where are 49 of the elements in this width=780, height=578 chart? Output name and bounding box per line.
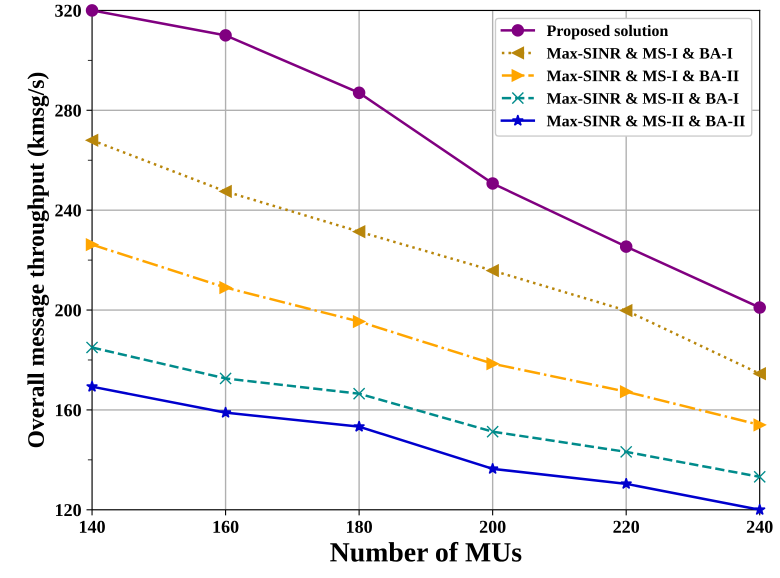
legend-label: Max-SINR & MS-II & BA-I <box>546 93 739 104</box>
point <box>352 315 366 328</box>
x-tick-label: 180 <box>347 520 372 533</box>
point <box>353 420 366 432</box>
legend-label: Max-SINR & MS-II & BA-II <box>546 116 745 126</box>
point <box>219 29 232 42</box>
point <box>86 4 98 17</box>
x-tick-label: 240 <box>746 520 773 533</box>
point <box>486 177 499 190</box>
point <box>753 470 766 484</box>
x-tick-label: 160 <box>213 520 238 533</box>
y-tick-label: 280 <box>55 104 81 117</box>
point <box>753 301 766 314</box>
point <box>86 238 98 251</box>
point <box>219 281 232 294</box>
point <box>620 304 632 317</box>
x-axis-title: Number of MUs <box>330 542 522 562</box>
point <box>486 357 499 370</box>
y-tick-label: 320 <box>55 4 81 17</box>
y-axis-title: Overall message throughput (kmsg/s) <box>27 72 49 448</box>
x-tick-label: 200 <box>480 520 506 533</box>
point <box>620 446 632 458</box>
point <box>620 240 632 253</box>
point <box>86 134 98 146</box>
legend-label: Proposed solution <box>546 24 668 40</box>
point <box>486 264 499 277</box>
point <box>220 406 232 418</box>
y-tick-label: 160 <box>56 404 81 416</box>
y-tick-label: 120 <box>56 504 81 516</box>
point <box>352 86 366 100</box>
point <box>352 225 366 238</box>
point <box>486 425 499 438</box>
point <box>620 478 632 490</box>
point <box>352 387 366 400</box>
point <box>219 185 232 198</box>
point <box>753 418 766 432</box>
point <box>620 385 632 398</box>
legend-label: Max-SINR & MS-I & BA-II <box>546 70 739 82</box>
point <box>754 504 766 515</box>
y-tick-label: 200 <box>55 304 81 316</box>
x-tick-label: 140 <box>80 520 105 533</box>
point <box>753 367 766 380</box>
point <box>219 372 232 385</box>
point <box>86 380 98 392</box>
x-tick-label: 220 <box>613 520 640 533</box>
legend-label: Max-SINR & MS-I & BA-I <box>546 48 732 59</box>
point <box>86 341 98 354</box>
point <box>486 462 499 474</box>
y-tick-label: 240 <box>55 204 81 217</box>
